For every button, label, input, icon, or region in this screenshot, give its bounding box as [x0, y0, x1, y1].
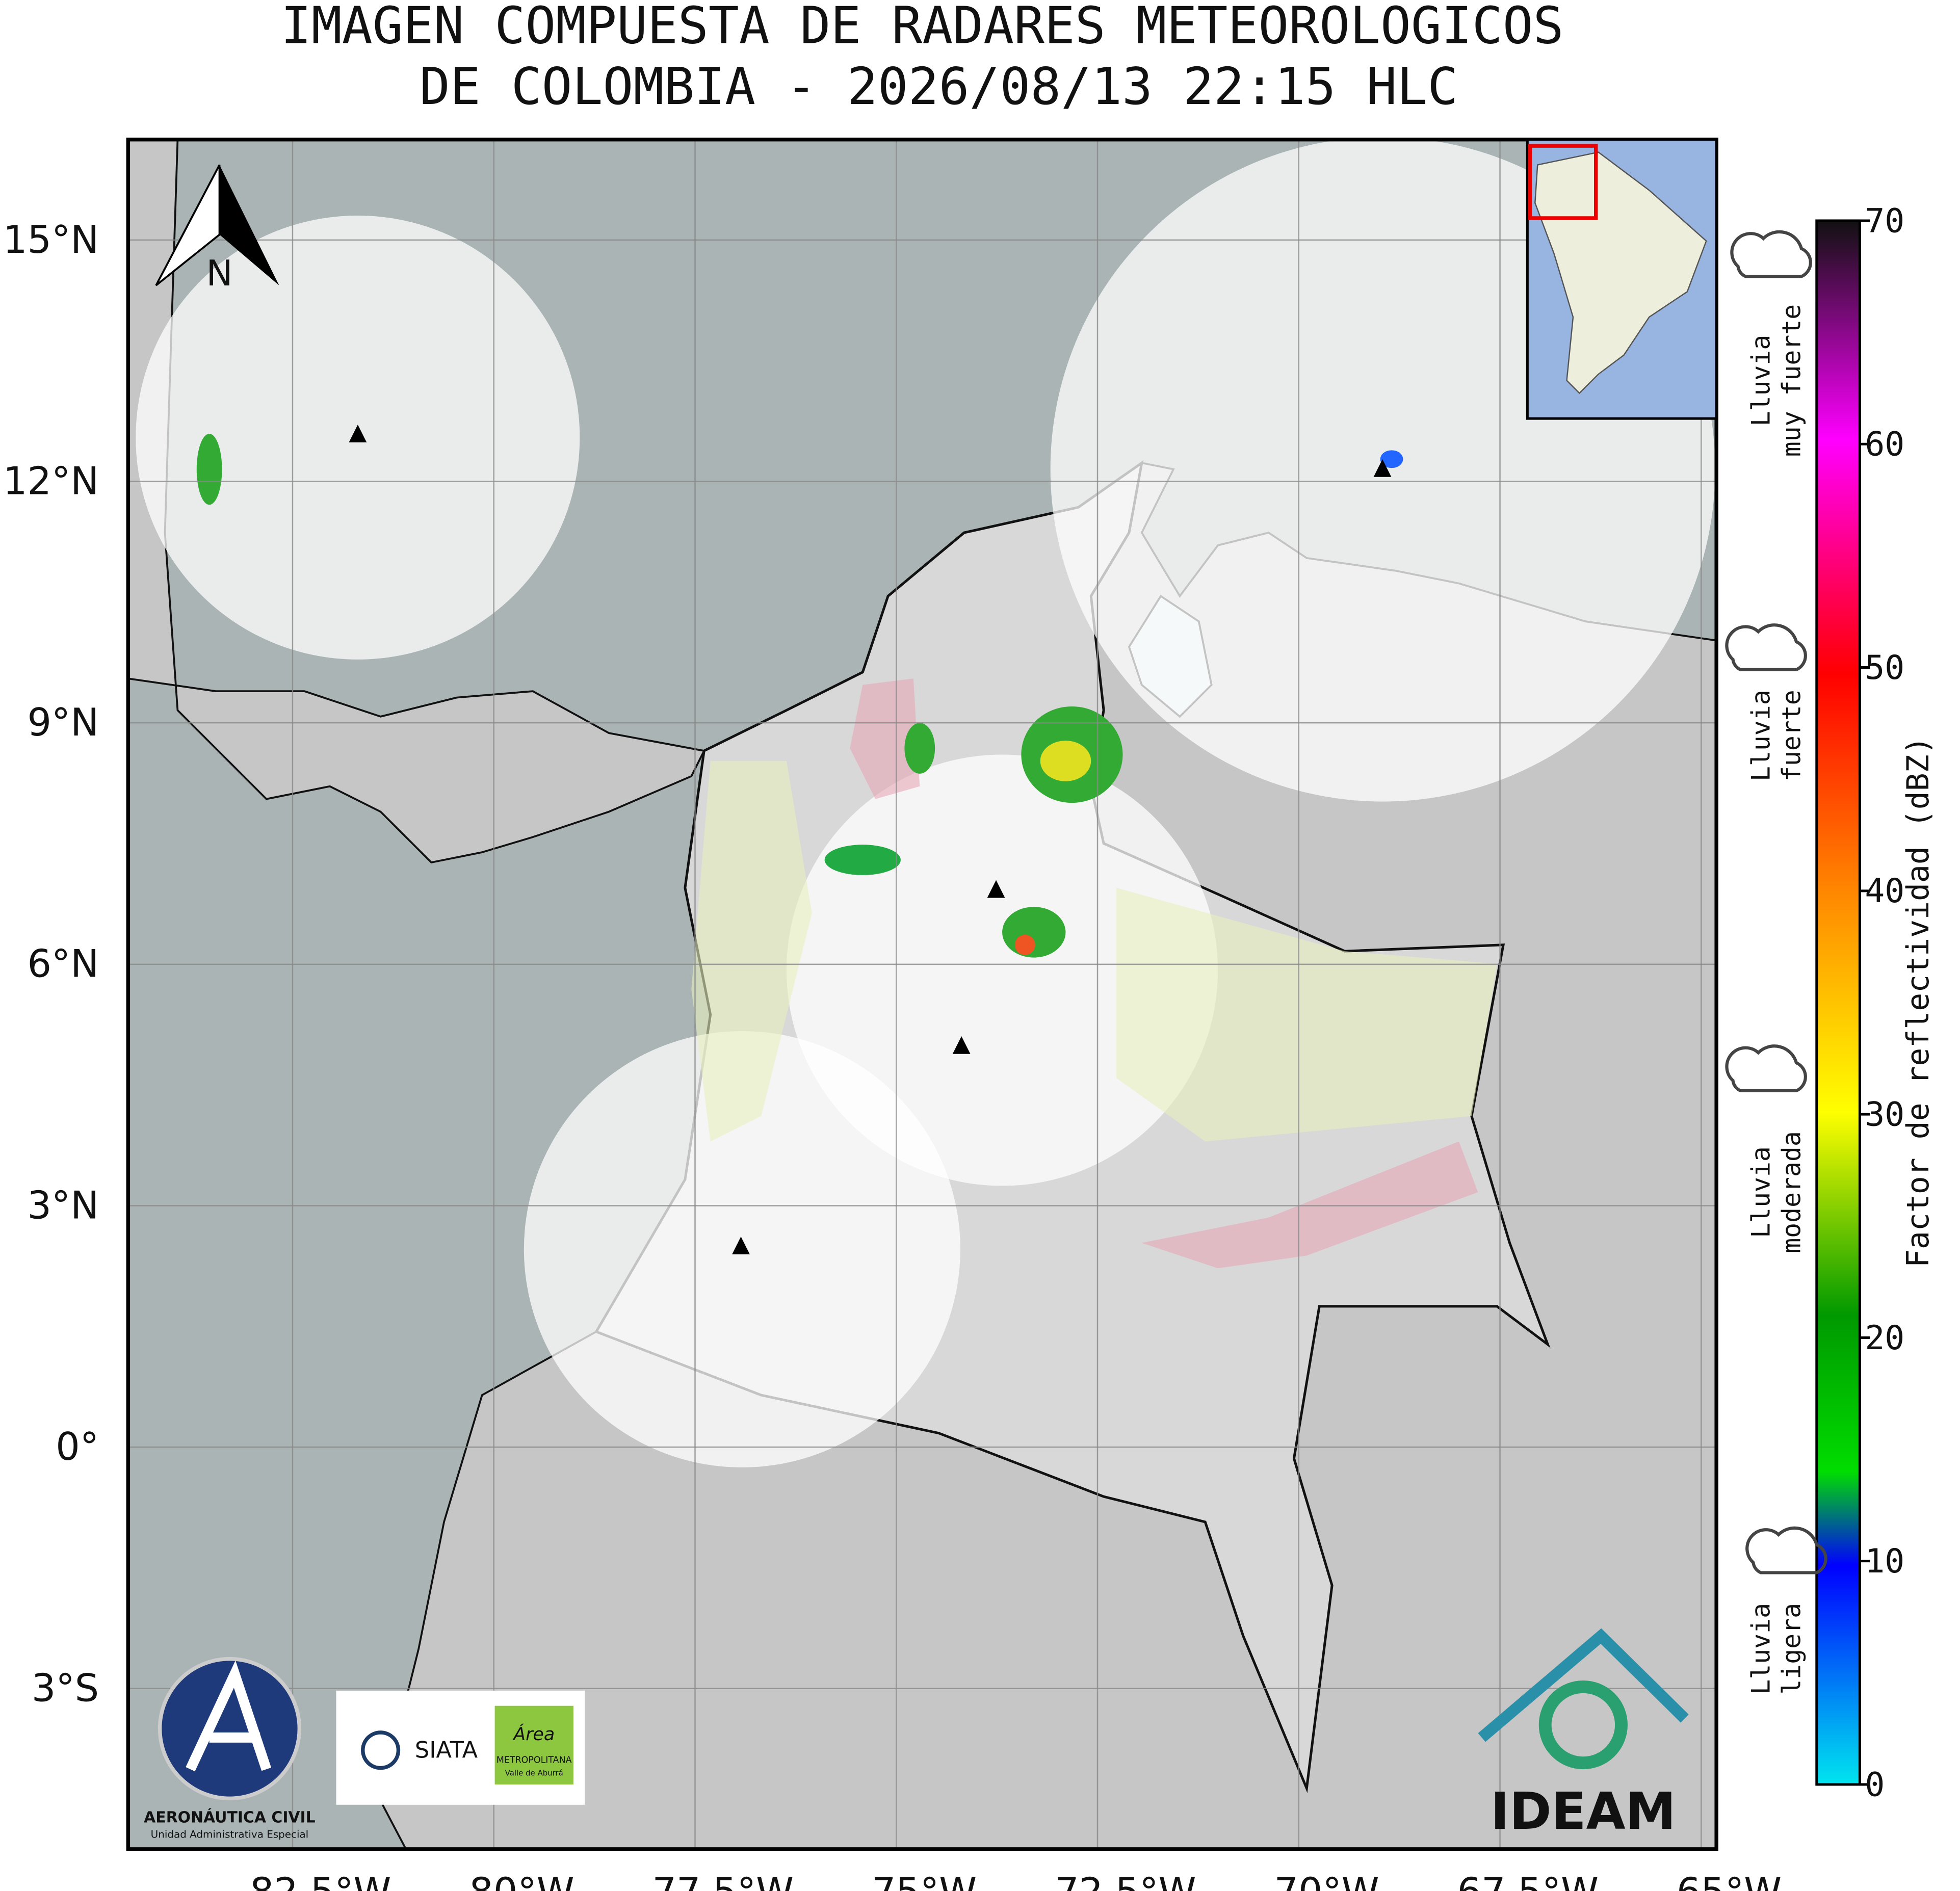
lon-tick-label: 77.5°W	[652, 1870, 794, 1891]
colorbar	[1815, 219, 1861, 1786]
grid	[128, 139, 1717, 1849]
colorbar-tick-label: 70	[1865, 202, 1904, 240]
lon-tick-label: 82.5°W	[250, 1870, 391, 1891]
radars	[349, 425, 1392, 1254]
colorbar-tick-label: 30	[1865, 1096, 1904, 1134]
rain-label: Lluvia	[1746, 690, 1776, 781]
rain-label: muy fuerte	[1776, 304, 1806, 457]
radar-site	[987, 880, 1005, 898]
lon-tick-label: 67.5°W	[1457, 1870, 1599, 1891]
radar-site	[732, 1237, 750, 1254]
logo-text: METROPOLITANA	[496, 1755, 572, 1766]
lat-tick-label: 12°N	[3, 459, 99, 503]
logo-text: Valle de Aburrá	[505, 1769, 563, 1778]
lat-tick-label: 15°N	[3, 218, 99, 262]
colorbar-tick-label: 20	[1865, 1319, 1904, 1357]
colorbar-tick-label: 60	[1865, 426, 1904, 464]
rain-label: ligera	[1776, 1603, 1806, 1695]
logo-text: IDEAM	[1491, 1782, 1676, 1841]
map-frame	[126, 137, 1718, 1851]
rain-label: moderada	[1776, 1131, 1806, 1253]
title-line: IMAGEN COMPUESTA DE RADARES METEOROLOGIC…	[281, 0, 1564, 56]
lat-tick-label: 9°N	[27, 700, 99, 745]
lat-tick-label: 6°N	[27, 942, 99, 986]
radar-site	[349, 425, 367, 442]
radar-site	[1373, 459, 1392, 477]
north-label: N	[206, 253, 232, 294]
land	[128, 139, 705, 864]
logo-text: SIATA	[415, 1737, 478, 1764]
lat-tick-label: 3°N	[27, 1183, 99, 1227]
colorbar-label: Factor de reflectividad (dBZ)	[1901, 736, 1936, 1268]
colorbar-tick-label: 50	[1865, 649, 1904, 687]
map-area	[128, 139, 1717, 1849]
logo-text: Área	[512, 1723, 555, 1745]
logo-text: Unidad Administrativa Especial	[151, 1828, 309, 1840]
lon-tick-label: 80°W	[469, 1870, 574, 1891]
rain-icons	[1725, 230, 1827, 1574]
logos: AERONÁUTICA CIVIL Unidad Administrativa …	[144, 1628, 1689, 1841]
colorbar-tick-label: 0	[1865, 1766, 1885, 1804]
title-line: DE COLOMBIA - 2026/08/13 22:15 HLC	[420, 58, 1458, 116]
lat-tick-label: 0°	[56, 1425, 99, 1469]
highlight-region	[850, 678, 1478, 1269]
radar-site	[952, 1036, 971, 1054]
rain-label: fuerte	[1776, 690, 1806, 781]
logo-text: AERONÁUTICA CIVIL	[144, 1808, 316, 1827]
rain-label: Lluvia	[1746, 335, 1776, 427]
colorbar-tick-label: 40	[1865, 872, 1904, 910]
lon-tick-label: 75°W	[872, 1870, 977, 1891]
rain-label: Lluvia	[1746, 1603, 1776, 1695]
lon-tick-label: 72.5°W	[1055, 1870, 1196, 1891]
rain-label: Lluvia	[1746, 1146, 1776, 1238]
inset-map	[1526, 138, 1718, 420]
forest-region	[691, 760, 1497, 1142]
lon-tick-label: 70°W	[1274, 1870, 1379, 1891]
colorbar-tick-label: 10	[1865, 1542, 1904, 1581]
north-arrow: N	[155, 164, 279, 294]
lat-tick-label: 3°S	[32, 1666, 99, 1711]
lon-tick-label: 65°W	[1677, 1870, 1782, 1891]
